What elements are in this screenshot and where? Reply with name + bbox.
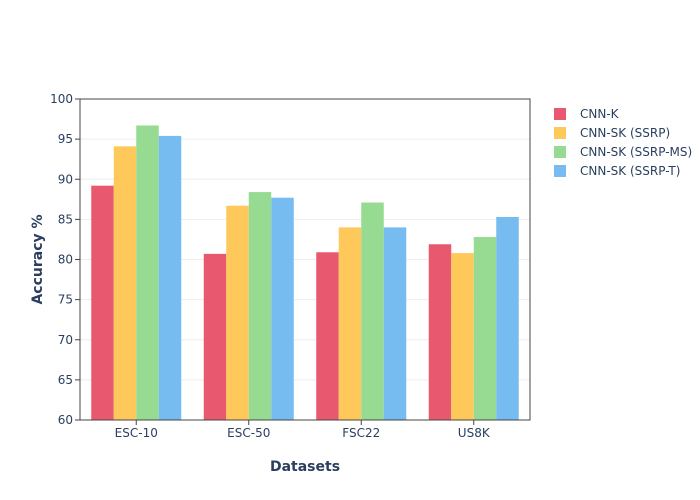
bar xyxy=(271,197,294,420)
bar xyxy=(226,205,249,420)
x-tick-labels: ESC-10 ESC-50 FSC22 US8K xyxy=(115,420,491,440)
bar xyxy=(473,237,497,420)
legend-label: CNN-SK (SSRP) xyxy=(580,126,670,140)
x-tick-label: FSC22 xyxy=(342,426,380,440)
bar xyxy=(158,135,182,421)
x-axis-title: Datasets xyxy=(270,459,340,475)
legend-label: CNN-SK (SSRP-MS) xyxy=(580,145,692,159)
bar xyxy=(113,146,137,420)
legend: CNN-K CNN-SK (SSRP) CNN-SK (SSRP-MS) CNN-SK… xyxy=(554,107,692,178)
y-tick-label: 85 xyxy=(58,212,73,226)
legend-swatch xyxy=(554,108,566,120)
bar xyxy=(428,244,452,420)
y-tick-label: 75 xyxy=(58,293,73,307)
legend-label: CNN-K xyxy=(580,107,620,121)
y-tick-label: 60 xyxy=(58,413,73,427)
legend-item[interactable]: CNN-SK (SSRP-MS) xyxy=(554,145,692,159)
bar xyxy=(451,253,474,420)
y-tick-label: 100 xyxy=(50,92,73,106)
x-tick-label: ESC-10 xyxy=(115,426,158,440)
bars xyxy=(91,125,519,421)
legend-swatch xyxy=(554,127,566,139)
bar xyxy=(203,253,227,420)
y-tick-label: 70 xyxy=(58,333,73,347)
y-tick-label: 65 xyxy=(58,373,73,387)
y-tick-labels: 60 65 70 75 80 85 90 95 100 xyxy=(50,92,80,427)
bar xyxy=(91,185,114,420)
legend-item[interactable]: CNN-SK (SSRP-T) xyxy=(554,164,680,178)
bar xyxy=(383,227,407,420)
x-tick-label: US8K xyxy=(458,426,491,440)
y-tick-label: 95 xyxy=(58,132,73,146)
y-tick-label: 80 xyxy=(58,253,73,267)
legend-item[interactable]: CNN-K xyxy=(554,107,620,121)
x-tick-label: ESC-50 xyxy=(227,426,270,440)
legend-swatch xyxy=(554,146,566,158)
legend-swatch xyxy=(554,165,566,177)
y-axis-title: Accuracy % xyxy=(30,214,46,304)
bar xyxy=(361,202,384,420)
legend-item[interactable]: CNN-SK (SSRP) xyxy=(554,126,670,140)
legend-label: CNN-SK (SSRP-T) xyxy=(580,164,680,178)
y-tick-label: 90 xyxy=(58,172,73,186)
bar xyxy=(136,125,159,421)
bar xyxy=(338,227,362,420)
bar xyxy=(316,252,339,420)
bar xyxy=(248,192,272,420)
bar xyxy=(496,216,519,420)
